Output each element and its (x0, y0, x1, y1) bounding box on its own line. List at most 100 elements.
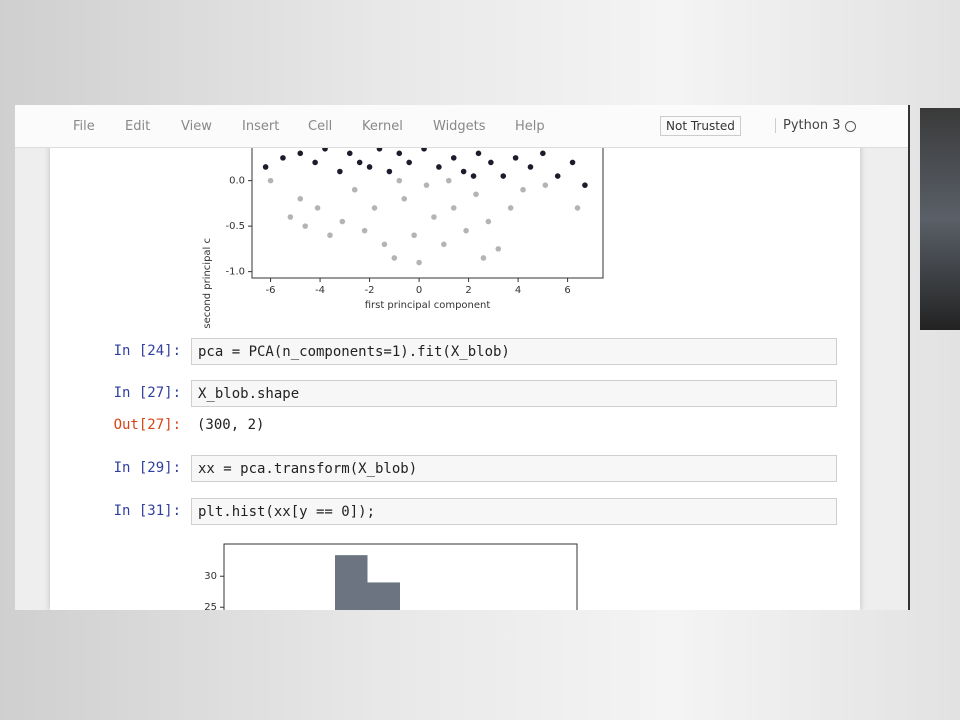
scatter-point (297, 150, 304, 157)
code-cell[interactable]: pca = PCA(n_components=1).fit(X_blob) (191, 338, 837, 365)
plot-area: -6 -4 -2 0 2 4 6 0.0 -0.5 -1.0 first principal com… (202, 146, 604, 613)
scatter-point (386, 168, 393, 175)
trust-indicator[interactable]: Not Trusted (660, 116, 741, 136)
scatter-point (574, 205, 581, 211)
menu-item[interactable]: View (181, 119, 212, 134)
scatter-point (507, 205, 514, 211)
code-cell[interactable]: plt.hist(xx[y == 0]); (191, 498, 837, 525)
scatter-point (361, 227, 368, 234)
scatter-point (436, 164, 442, 170)
input-prompt: In [24]: (113, 343, 181, 359)
menu-bar: Not Trusted Python 3 File Edit View Insert C… (15, 105, 908, 148)
scatter-point (262, 164, 269, 170)
scatter-point (312, 159, 318, 166)
scatter-point (431, 214, 437, 220)
scatter-point (423, 182, 430, 188)
axes-frame (251, 146, 604, 279)
scatter-point (351, 186, 358, 193)
scatter-point (450, 155, 457, 161)
y-tick-label: 0.0 (229, 176, 245, 187)
menu-item[interactable]: Kernel (362, 119, 403, 134)
scatter-point (470, 173, 477, 179)
menu-item[interactable]: Edit (125, 119, 151, 134)
scatter-point (280, 155, 286, 161)
scatter-point (381, 241, 388, 248)
scatter-point (267, 177, 274, 184)
scatter-point (416, 259, 422, 266)
scatter-point (396, 150, 403, 157)
menu-item[interactable]: File (73, 119, 95, 134)
input-prompt: In [29]: (113, 460, 181, 476)
scatter-point (314, 205, 321, 211)
scatter-point (473, 191, 479, 198)
kernel-status (845, 121, 856, 132)
x-axis-label: first principal component (365, 300, 491, 311)
scatter-point (356, 159, 363, 166)
scatter-point (460, 168, 467, 175)
y-tick-label: 30 (204, 571, 217, 582)
histogram-bar (367, 582, 400, 610)
scatter-point (475, 150, 482, 157)
axes-frame (223, 543, 578, 610)
scatter-point (327, 232, 333, 239)
scatter-point (366, 164, 373, 170)
scatter-point (527, 164, 534, 170)
scatter-point (485, 218, 492, 225)
menu-item[interactable]: Insert (242, 119, 280, 134)
code-cell[interactable]: xx = pca.transform(X_blob) (191, 455, 837, 482)
y-tick-label: 25 (204, 602, 217, 613)
x-tick-label: -4 (315, 285, 325, 296)
scatter-point (411, 232, 417, 239)
scatter-point (339, 218, 346, 225)
scatter-point (396, 177, 403, 184)
scatter-point (500, 173, 507, 179)
output-prompt: Out[27]: (113, 417, 181, 433)
y-tick-label: -0.5 (225, 221, 245, 232)
scatter-point (554, 173, 561, 179)
input-prompt: In [31]: (113, 503, 181, 519)
menu-item[interactable]: Cell (308, 119, 333, 134)
scatter-point (480, 255, 487, 261)
code-cell[interactable]: X_blob.shape (191, 380, 837, 407)
kernel-name: Python 3 (775, 118, 840, 133)
x-tick-label: 6 (564, 285, 570, 296)
scatter-point (488, 159, 494, 166)
scatter-point (441, 241, 447, 248)
scatter-point (391, 255, 398, 261)
scatter-point (569, 159, 576, 166)
x-tick-label: 0 (416, 285, 422, 296)
x-tick-label: -6 (266, 285, 276, 296)
scatter-point (302, 223, 309, 229)
menu-item[interactable]: Widgets (433, 119, 486, 134)
scatter-point (297, 196, 304, 202)
camera-feed (920, 108, 960, 330)
x-tick-label: 2 (465, 285, 471, 296)
scatter-point (540, 150, 546, 157)
scatter-point (463, 227, 469, 234)
scatter-point (495, 246, 502, 252)
x-tick-label: -2 (365, 285, 375, 296)
scatter-point (346, 150, 353, 157)
scatter-point (371, 205, 378, 211)
scatter-point (287, 214, 294, 220)
scatter-point (337, 168, 343, 175)
scatter-point (401, 196, 408, 202)
y-axis-label: second principal c (202, 238, 213, 329)
scatter-point (520, 186, 526, 193)
scatter-point (512, 155, 519, 161)
screen-edge (907, 105, 910, 610)
y-tick-label: -1.0 (225, 267, 245, 278)
histogram-bar (335, 555, 368, 610)
x-tick-label: 4 (515, 285, 521, 296)
scatter-point (542, 182, 549, 188)
scatter-point (445, 177, 452, 184)
output-text: (300, 2) (197, 417, 265, 433)
scatter-point (406, 159, 412, 166)
menu-item[interactable]: Help (515, 119, 545, 134)
input-prompt: In [27]: (113, 385, 181, 401)
scatter-point (582, 182, 588, 188)
notebook-window: Not Trusted Python 3 File Edit View Insert C… (15, 105, 908, 610)
scatter-point (450, 205, 457, 211)
